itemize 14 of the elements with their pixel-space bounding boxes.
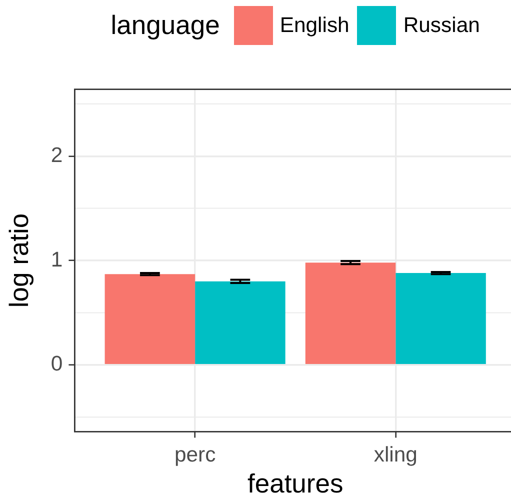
- y-tick-label: 1: [50, 248, 63, 272]
- legend-label: Russian: [403, 14, 480, 38]
- y-tick-label: 2: [50, 144, 63, 167]
- y-tick-label: 0: [50, 352, 63, 376]
- x-tick-label: perc: [174, 443, 216, 466]
- x-tick-label: xling: [374, 443, 418, 466]
- x-axis-title: features: [247, 468, 344, 498]
- y-axis-title: log ratio: [4, 213, 34, 308]
- bar: [305, 262, 396, 364]
- bar: [195, 281, 286, 364]
- bar: [396, 273, 486, 364]
- legend-title: language: [110, 10, 220, 41]
- bar: [104, 274, 196, 364]
- legend-label: English: [280, 14, 350, 38]
